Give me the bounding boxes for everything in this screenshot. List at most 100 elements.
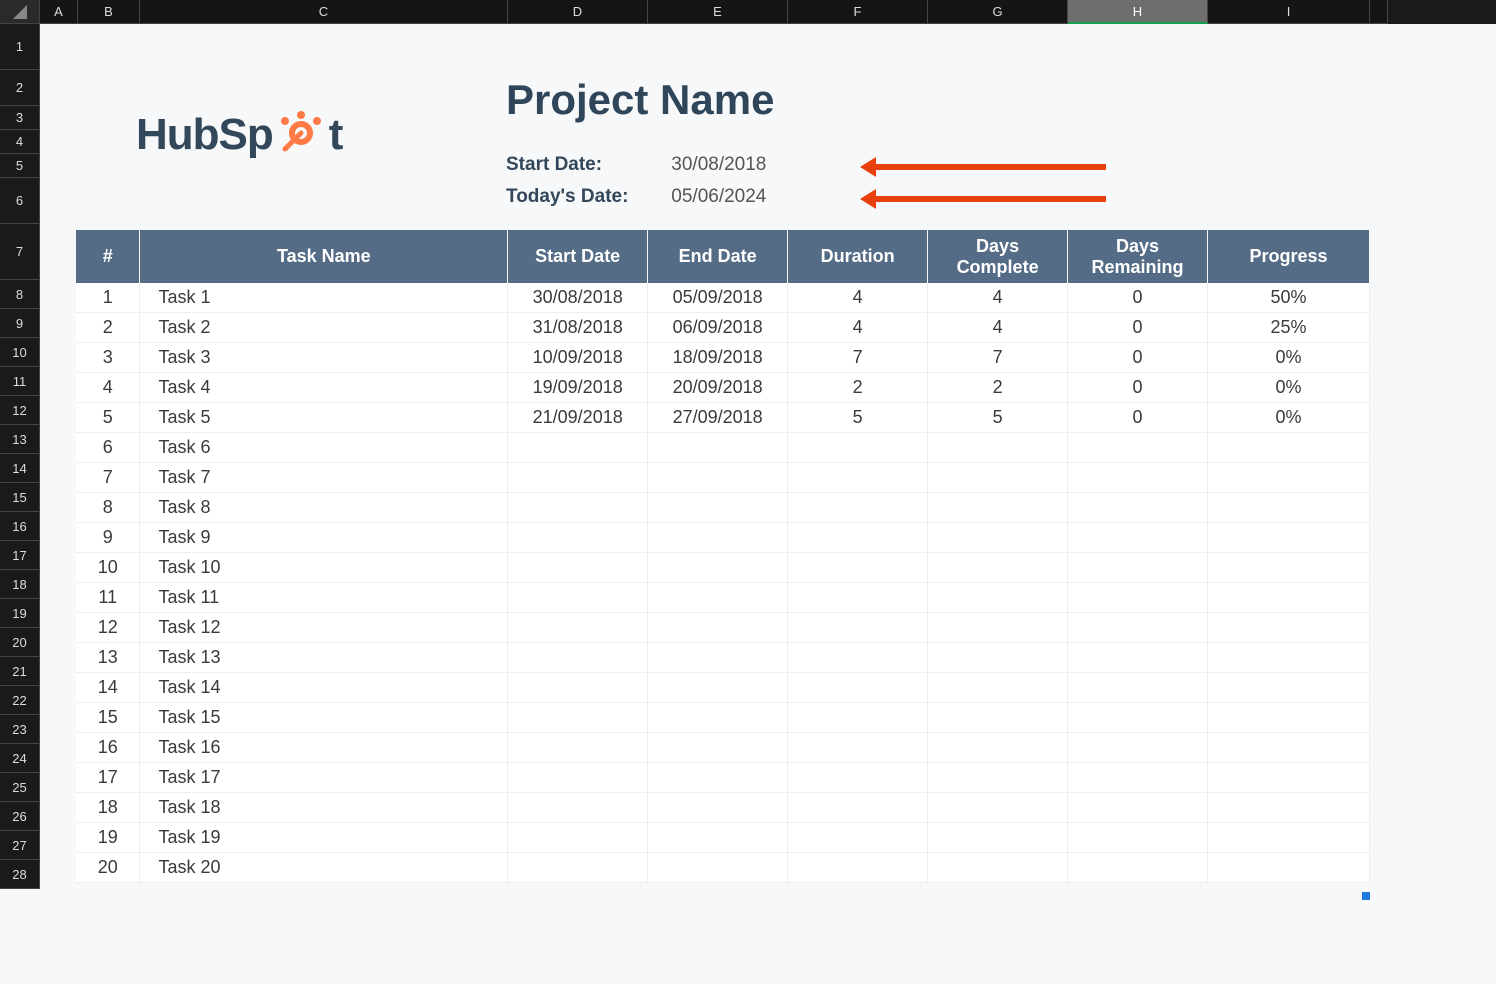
cell-days-complete[interactable] bbox=[928, 673, 1068, 703]
cell-start[interactable] bbox=[508, 793, 648, 823]
cell-num[interactable]: 5 bbox=[76, 403, 140, 433]
table-row[interactable]: 16Task 16 bbox=[76, 733, 1370, 763]
cell-num[interactable]: 11 bbox=[76, 583, 140, 613]
cell-task[interactable]: Task 6 bbox=[140, 433, 508, 463]
select-all-corner[interactable] bbox=[0, 0, 40, 24]
cell-num[interactable]: 2 bbox=[76, 313, 140, 343]
cell-end[interactable] bbox=[648, 823, 788, 853]
column-header-A[interactable]: A bbox=[40, 0, 78, 24]
cell-progress[interactable] bbox=[1208, 793, 1370, 823]
cell-num[interactable]: 20 bbox=[76, 853, 140, 883]
cell-days-remaining[interactable]: 0 bbox=[1068, 283, 1208, 313]
sheet-area[interactable]: HubSp t Project Name Start Date: 30/08/2… bbox=[40, 24, 1496, 984]
cell-num[interactable]: 16 bbox=[76, 733, 140, 763]
cell-progress[interactable] bbox=[1208, 823, 1370, 853]
cell-end[interactable]: 20/09/2018 bbox=[648, 373, 788, 403]
cell-num[interactable]: 17 bbox=[76, 763, 140, 793]
table-row[interactable]: 10Task 10 bbox=[76, 553, 1370, 583]
cell-progress[interactable] bbox=[1208, 703, 1370, 733]
cell-task[interactable]: Task 17 bbox=[140, 763, 508, 793]
cell-start[interactable]: 19/09/2018 bbox=[508, 373, 648, 403]
th-days-remaining[interactable]: DaysRemaining bbox=[1068, 230, 1208, 283]
cell-days-remaining[interactable] bbox=[1068, 643, 1208, 673]
row-header-20[interactable]: 20 bbox=[0, 628, 40, 657]
cell-start[interactable] bbox=[508, 763, 648, 793]
cell-duration[interactable] bbox=[788, 703, 928, 733]
cell-start[interactable] bbox=[508, 583, 648, 613]
cell-task[interactable]: Task 14 bbox=[140, 673, 508, 703]
cell-duration[interactable] bbox=[788, 463, 928, 493]
cell-progress[interactable]: 50% bbox=[1208, 283, 1370, 313]
cell-progress[interactable] bbox=[1208, 433, 1370, 463]
cell-task[interactable]: Task 5 bbox=[140, 403, 508, 433]
cell-days-complete[interactable] bbox=[928, 613, 1068, 643]
cell-days-remaining[interactable] bbox=[1068, 463, 1208, 493]
row-header-3[interactable]: 3 bbox=[0, 106, 40, 130]
cell-num[interactable]: 10 bbox=[76, 553, 140, 583]
cell-start[interactable] bbox=[508, 643, 648, 673]
table-row[interactable]: 19Task 19 bbox=[76, 823, 1370, 853]
column-header-G[interactable]: G bbox=[928, 0, 1068, 24]
cell-start[interactable] bbox=[508, 463, 648, 493]
cell-task[interactable]: Task 20 bbox=[140, 853, 508, 883]
cell-num[interactable]: 6 bbox=[76, 433, 140, 463]
table-row[interactable]: 11Task 11 bbox=[76, 583, 1370, 613]
row-header-14[interactable]: 14 bbox=[0, 454, 40, 483]
cell-duration[interactable] bbox=[788, 583, 928, 613]
cell-end[interactable] bbox=[648, 673, 788, 703]
cell-days-complete[interactable] bbox=[928, 433, 1068, 463]
cell-end[interactable] bbox=[648, 433, 788, 463]
cell-progress[interactable]: 0% bbox=[1208, 403, 1370, 433]
cell-duration[interactable]: 4 bbox=[788, 313, 928, 343]
cell-days-remaining[interactable]: 0 bbox=[1068, 373, 1208, 403]
row-header-5[interactable]: 5 bbox=[0, 154, 40, 178]
cell-progress[interactable] bbox=[1208, 853, 1370, 883]
cell-days-remaining[interactable] bbox=[1068, 583, 1208, 613]
th-num[interactable]: # bbox=[76, 230, 140, 283]
cell-duration[interactable] bbox=[788, 793, 928, 823]
cell-duration[interactable] bbox=[788, 643, 928, 673]
cell-start[interactable] bbox=[508, 673, 648, 703]
cell-start[interactable] bbox=[508, 433, 648, 463]
th-days-complete[interactable]: DaysComplete bbox=[928, 230, 1068, 283]
row-header-12[interactable]: 12 bbox=[0, 396, 40, 425]
row-header-11[interactable]: 11 bbox=[0, 367, 40, 396]
cell-task[interactable]: Task 3 bbox=[140, 343, 508, 373]
cell-start[interactable] bbox=[508, 553, 648, 583]
cell-start[interactable] bbox=[508, 523, 648, 553]
cell-days-complete[interactable] bbox=[928, 553, 1068, 583]
cell-days-complete[interactable]: 4 bbox=[928, 313, 1068, 343]
cell-num[interactable]: 18 bbox=[76, 793, 140, 823]
row-header-16[interactable]: 16 bbox=[0, 512, 40, 541]
cell-days-complete[interactable]: 4 bbox=[928, 283, 1068, 313]
cell-progress[interactable] bbox=[1208, 583, 1370, 613]
cell-days-complete[interactable] bbox=[928, 853, 1068, 883]
row-header-6[interactable]: 6 bbox=[0, 178, 40, 224]
cell-task[interactable]: Task 8 bbox=[140, 493, 508, 523]
cell-days-remaining[interactable] bbox=[1068, 703, 1208, 733]
cell-start[interactable]: 10/09/2018 bbox=[508, 343, 648, 373]
table-row[interactable]: 15Task 15 bbox=[76, 703, 1370, 733]
cell-days-complete[interactable] bbox=[928, 823, 1068, 853]
cell-end[interactable] bbox=[648, 643, 788, 673]
row-header-25[interactable]: 25 bbox=[0, 773, 40, 802]
cell-progress[interactable] bbox=[1208, 763, 1370, 793]
cell-num[interactable]: 9 bbox=[76, 523, 140, 553]
cell-days-remaining[interactable] bbox=[1068, 673, 1208, 703]
cell-start[interactable] bbox=[508, 493, 648, 523]
cell-days-remaining[interactable] bbox=[1068, 433, 1208, 463]
cell-days-remaining[interactable] bbox=[1068, 553, 1208, 583]
cell-duration[interactable] bbox=[788, 673, 928, 703]
cell-duration[interactable]: 5 bbox=[788, 403, 928, 433]
column-header-I[interactable]: I bbox=[1208, 0, 1370, 24]
cell-start[interactable] bbox=[508, 853, 648, 883]
cell-days-remaining[interactable]: 0 bbox=[1068, 343, 1208, 373]
cell-start[interactable] bbox=[508, 823, 648, 853]
cell-duration[interactable] bbox=[788, 613, 928, 643]
row-header-17[interactable]: 17 bbox=[0, 541, 40, 570]
table-row[interactable]: 18Task 18 bbox=[76, 793, 1370, 823]
table-row[interactable]: 13Task 13 bbox=[76, 643, 1370, 673]
cell-duration[interactable] bbox=[788, 523, 928, 553]
cell-end[interactable] bbox=[648, 853, 788, 883]
th-start[interactable]: Start Date bbox=[508, 230, 648, 283]
